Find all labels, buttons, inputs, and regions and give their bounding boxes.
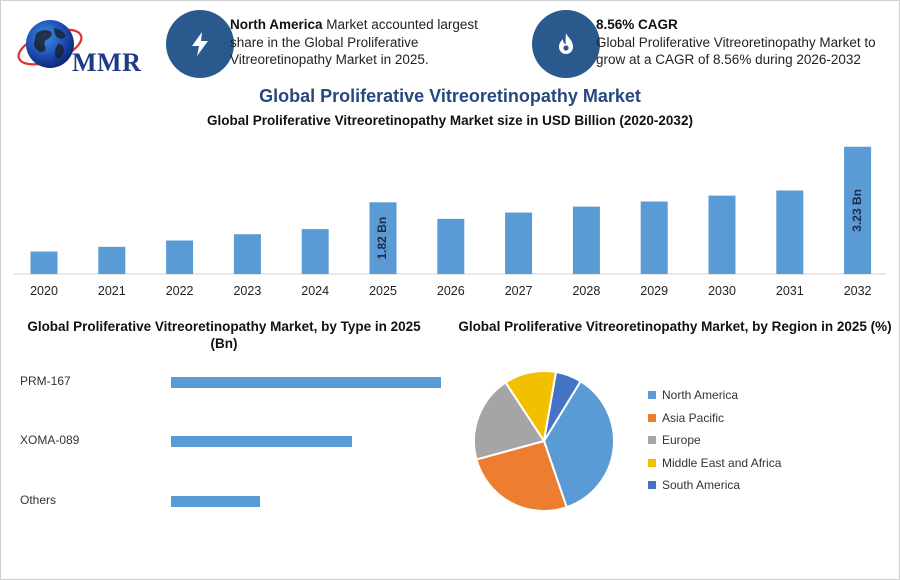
legend-item: North America — [648, 388, 738, 402]
bar-2031 — [776, 190, 804, 274]
legend-swatch — [648, 458, 656, 467]
x-tick-label: 2024 — [301, 284, 329, 298]
north-america-highlight: North America Market accounted largest s… — [230, 16, 505, 69]
x-tick-label: 2023 — [233, 284, 261, 298]
bar-2024 — [301, 229, 329, 274]
bar-2030 — [708, 195, 736, 274]
bar-2025 — [369, 202, 397, 274]
bar-2023 — [233, 234, 261, 274]
x-tick-label: 2032 — [844, 284, 872, 298]
x-tick-label: 2028 — [572, 284, 600, 298]
legend-item: Europe — [648, 433, 701, 447]
type-label-others: Others — [20, 493, 57, 507]
type-bar-chart: PRM-167 XOMA-089 Others — [20, 374, 441, 507]
bar-2029 — [640, 201, 668, 274]
lightning-icon — [166, 10, 234, 78]
type-bar-xoma-089 — [171, 436, 353, 447]
main-title: Global Proliferative Vitreoretinopathy M… — [259, 86, 641, 106]
pie-slice-asia-pacific — [475, 439, 568, 512]
legend-item: Asia Pacific — [648, 411, 724, 425]
type-label-xoma-089: XOMA-089 — [20, 433, 80, 447]
bar-2032 — [844, 146, 872, 274]
bar-data-label: 1.82 Bn — [375, 217, 389, 260]
region-chart-title: Global Proliferative Vitreoretinopathy M… — [458, 319, 892, 334]
legend-swatch — [648, 436, 656, 444]
legend-label: Asia Pacific — [662, 410, 725, 425]
flame-icon — [532, 10, 600, 78]
x-tick-label: 2029 — [640, 284, 668, 298]
x-tick-label: 2031 — [776, 284, 804, 298]
cagr-text: Global Proliferative Vitreoretinopathy M… — [596, 34, 876, 68]
highlight-text: Market accounted largest share in the Gl… — [230, 17, 478, 67]
legend-label: South America — [662, 478, 741, 492]
x-tick-label: 2025 — [369, 284, 397, 298]
x-tick-label: 2030 — [708, 284, 736, 298]
highlight-region: North America — [230, 17, 323, 32]
legend-item: Middle East and Africa — [648, 456, 781, 470]
x-tick-label: 2021 — [98, 284, 126, 298]
globe-icon — [17, 20, 83, 68]
bar-2021 — [98, 246, 126, 274]
market-size-bar-chart: 2020 2021 2022 2023 2024 2025 2026 2027 2028 2029… — [14, 146, 886, 298]
bar-2020 — [30, 251, 58, 274]
legend-swatch — [648, 391, 656, 399]
legend-swatch — [648, 481, 656, 489]
x-tick-label: 2027 — [505, 284, 533, 298]
type-chart-title: Global Proliferative Vitreoretinopathy M… — [27, 319, 421, 351]
mmr-logo: MMR — [14, 14, 144, 78]
x-tick-label: 2020 — [30, 284, 58, 298]
bar-2027 — [505, 212, 533, 274]
legend-label: Middle East and Africa — [662, 455, 782, 470]
bar-2028 — [572, 206, 600, 274]
bar-data-label: 3.23 Bn — [850, 189, 864, 232]
x-tick-label: 2026 — [437, 284, 465, 298]
region-legend: North America Asia Pacific Europe Middle Ea… — [648, 388, 848, 498]
legend-label: Europe — [662, 433, 701, 447]
x-tick-label: 2022 — [166, 284, 194, 298]
bar-2022 — [166, 240, 194, 274]
legend-label: North America — [662, 388, 739, 402]
logo-text: MMR — [72, 48, 142, 77]
type-bar-others — [171, 496, 260, 507]
type-bar-prm-167 — [171, 377, 441, 388]
bar-2026 — [437, 218, 465, 274]
cagr-title: 8.56% CAGR — [596, 17, 678, 32]
bar-chart-title: Global Proliferative Vitreoretinopathy M… — [207, 113, 693, 128]
cagr-highlight: 8.56% CAGR Global Proliferative Vitreore… — [596, 16, 896, 69]
type-label-prm-167: PRM-167 — [20, 374, 71, 388]
legend-swatch — [648, 413, 656, 422]
region-pie-chart — [473, 370, 615, 512]
pie-slice-europe — [473, 381, 546, 461]
pie-slice-south-america — [543, 370, 582, 442]
legend-item: South America — [648, 478, 740, 492]
